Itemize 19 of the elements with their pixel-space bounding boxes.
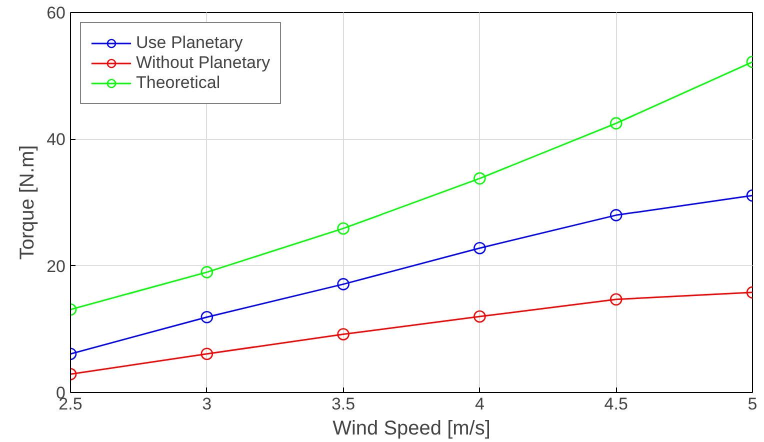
point	[474, 242, 486, 254]
point	[337, 278, 350, 290]
point	[474, 310, 486, 323]
point	[337, 328, 350, 340]
x-tick-label: 3.5	[331, 394, 356, 414]
y-tick-label: 60	[46, 4, 66, 22]
legend-label: Use Planetary	[136, 33, 243, 53]
x-tick-label: 5	[748, 394, 758, 414]
legend-label: Without Planetary	[136, 53, 270, 73]
legend-label: Theoretical	[136, 73, 220, 93]
point	[474, 172, 486, 185]
x-tick-label: 4.5	[604, 394, 628, 414]
x-axis-title: Wind Speed [m/s]	[332, 418, 490, 440]
x-tick-label: 3	[202, 394, 212, 414]
y-tick-label: 40	[46, 130, 66, 150]
x-tick-label: 4	[474, 394, 484, 414]
y-axis-title: Torque [N.m]	[16, 145, 39, 260]
point	[337, 222, 350, 235]
y-tick-label: 20	[46, 256, 66, 276]
